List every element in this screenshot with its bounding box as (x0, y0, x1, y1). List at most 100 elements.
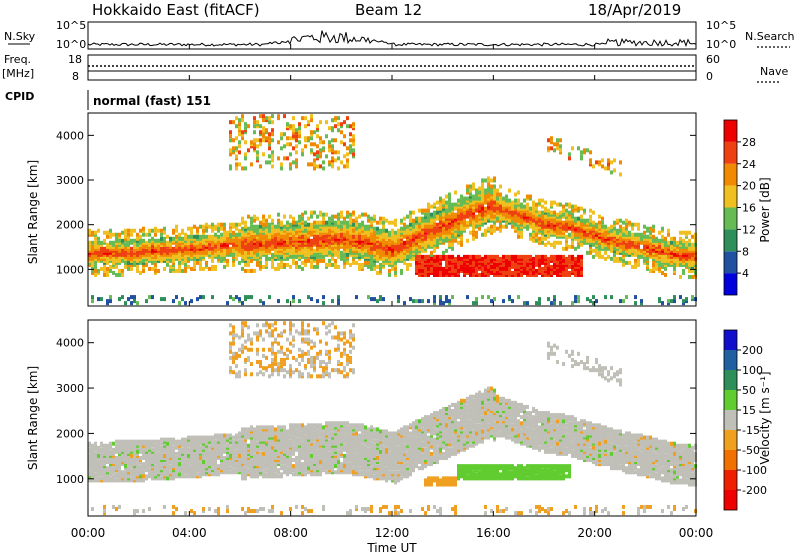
power-cell (316, 220, 319, 225)
velocity-cell (100, 468, 103, 473)
velocity-cell (169, 453, 172, 458)
power-cell (145, 258, 148, 263)
power-cell (538, 212, 541, 217)
power-cell (289, 126, 292, 131)
power-cell (568, 270, 571, 275)
power-cell (382, 244, 385, 249)
velocity-cell (154, 476, 157, 481)
power-cell (514, 192, 517, 197)
power-cell (637, 232, 640, 237)
power-cell (178, 264, 181, 269)
power-cell (613, 228, 616, 233)
power-cell (562, 224, 565, 229)
power-cell (271, 220, 274, 225)
power-cell (364, 244, 367, 249)
power-cell (619, 240, 622, 245)
power-cell (400, 248, 403, 253)
power-cell (319, 248, 322, 253)
power-cell (124, 264, 127, 269)
power-cell (262, 236, 265, 241)
power-cell (367, 252, 370, 257)
power-cell (592, 295, 595, 300)
power-cell (115, 262, 118, 267)
power-cell (274, 246, 277, 251)
power-cell (301, 250, 304, 255)
power-cell (610, 256, 613, 261)
power-cell (184, 248, 187, 253)
freq-tick-top: 18 (68, 53, 82, 66)
power-cell (115, 256, 118, 261)
power-cell (331, 232, 334, 237)
power-cell (445, 216, 448, 221)
velocity-cell (175, 439, 178, 444)
power-cell (430, 270, 433, 275)
velocity-cell (172, 474, 175, 479)
power-cell (541, 210, 544, 215)
power-cell (490, 210, 493, 215)
power-cell (265, 252, 268, 257)
power-cell (409, 240, 412, 245)
velocity-cell (100, 478, 103, 483)
power-cell (448, 242, 451, 247)
power-cell (307, 226, 310, 231)
power-cell (589, 242, 592, 247)
power-cell (250, 144, 253, 149)
power-cell (118, 244, 121, 249)
power-cell (433, 202, 436, 207)
power-cell (619, 224, 622, 229)
velocity-cell (88, 458, 91, 463)
power-cell (448, 268, 451, 273)
nave-label: Nave (760, 65, 788, 78)
power-cell (403, 246, 406, 251)
power-cell (334, 138, 337, 143)
power-cell (229, 232, 232, 237)
power-cell (640, 250, 643, 255)
power-cell (445, 222, 448, 227)
power-cell (334, 222, 337, 227)
power-cell (445, 254, 448, 259)
power-cell (490, 218, 493, 223)
power-cell (397, 234, 400, 239)
power-cell (496, 194, 499, 199)
power-cell (499, 208, 502, 213)
power-cell (283, 144, 286, 149)
velocity-cell (118, 445, 121, 450)
power-cell (262, 242, 265, 247)
velocity-cell (169, 472, 172, 477)
power-cell (220, 240, 223, 245)
power-cell (343, 250, 346, 255)
power-cell (265, 250, 268, 255)
velocity-cell (160, 441, 163, 446)
power-cell (334, 124, 337, 129)
power-cell (400, 268, 403, 273)
power-cell (583, 232, 586, 237)
power-cell (154, 250, 157, 255)
power-cell (550, 270, 553, 275)
power-cell (559, 218, 562, 223)
velocity-cell (154, 455, 157, 460)
power-cell (229, 236, 232, 241)
power-cell (139, 248, 142, 253)
power-cell (190, 226, 193, 231)
power-cell (499, 264, 502, 269)
power-cell (604, 295, 607, 300)
power-cell (214, 226, 217, 231)
power-cell (397, 230, 400, 235)
power-cell (271, 226, 274, 231)
power-cell (574, 222, 577, 227)
power-cell (367, 238, 370, 243)
power-cell (316, 260, 319, 265)
power-cell (91, 250, 94, 255)
velocity-cell (148, 439, 151, 444)
power-cell (394, 260, 397, 265)
power-cell (532, 234, 535, 239)
power-cell (496, 262, 499, 267)
power-cell (244, 297, 247, 302)
power-cell (565, 208, 568, 213)
power-cell (253, 146, 256, 151)
velocity-cell (184, 466, 187, 471)
power-cell (136, 240, 139, 245)
power-cell (199, 242, 202, 247)
power-cell (391, 242, 394, 247)
